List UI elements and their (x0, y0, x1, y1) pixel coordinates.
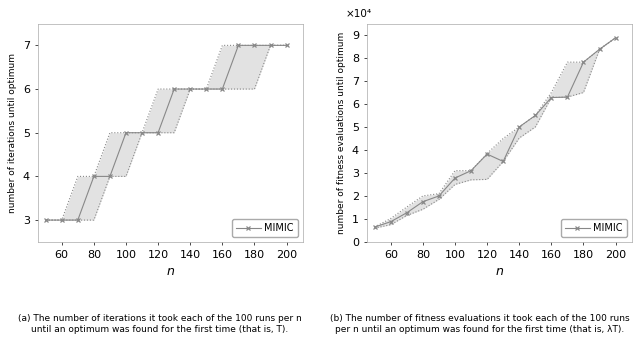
MIMIC (138, 131, 146, 135)
X-axis label: n: n (166, 265, 174, 278)
Line: MIMIC: MIMIC (44, 43, 289, 222)
MIMIC (435, 194, 443, 198)
MIMIC (283, 43, 291, 48)
MIMIC (251, 43, 259, 48)
Y-axis label: number of fitness evaluations until optimum: number of fitness evaluations until opti… (337, 32, 346, 234)
MIMIC (515, 125, 523, 129)
Y-axis label: number of iterations until optimum: number of iterations until optimum (8, 53, 17, 213)
MIMIC (548, 95, 556, 99)
MIMIC (531, 114, 539, 118)
MIMIC (419, 200, 427, 204)
Legend: MIMIC: MIMIC (561, 219, 627, 237)
MIMIC (154, 131, 162, 135)
Text: (a) The number of iterations it took each of the 100 runs per n
until an optimum: (a) The number of iterations it took eac… (18, 314, 302, 334)
MIMIC (186, 87, 194, 91)
MIMIC (451, 176, 459, 180)
Line: MIMIC: MIMIC (372, 35, 618, 229)
MIMIC (564, 95, 572, 99)
MIMIC (58, 218, 65, 222)
Text: ×10⁴: ×10⁴ (346, 9, 372, 19)
Text: (b) The number of fitness evaluations it took each of the 100 runs
per n until a: (b) The number of fitness evaluations it… (330, 314, 630, 334)
MIMIC (612, 36, 620, 40)
MIMIC (596, 47, 604, 51)
MIMIC (202, 87, 210, 91)
MIMIC (371, 225, 378, 229)
MIMIC (170, 87, 178, 91)
MIMIC (467, 168, 475, 173)
X-axis label: n: n (495, 265, 503, 278)
MIMIC (267, 43, 275, 48)
MIMIC (218, 87, 226, 91)
MIMIC (403, 211, 411, 215)
MIMIC (42, 218, 49, 222)
MIMIC (499, 159, 507, 163)
MIMIC (90, 174, 98, 178)
MIMIC (580, 60, 588, 64)
MIMIC (483, 152, 491, 156)
MIMIC (74, 218, 82, 222)
MIMIC (387, 220, 395, 224)
MIMIC (234, 43, 242, 48)
Legend: MIMIC: MIMIC (232, 219, 298, 237)
MIMIC (106, 174, 114, 178)
MIMIC (122, 131, 130, 135)
